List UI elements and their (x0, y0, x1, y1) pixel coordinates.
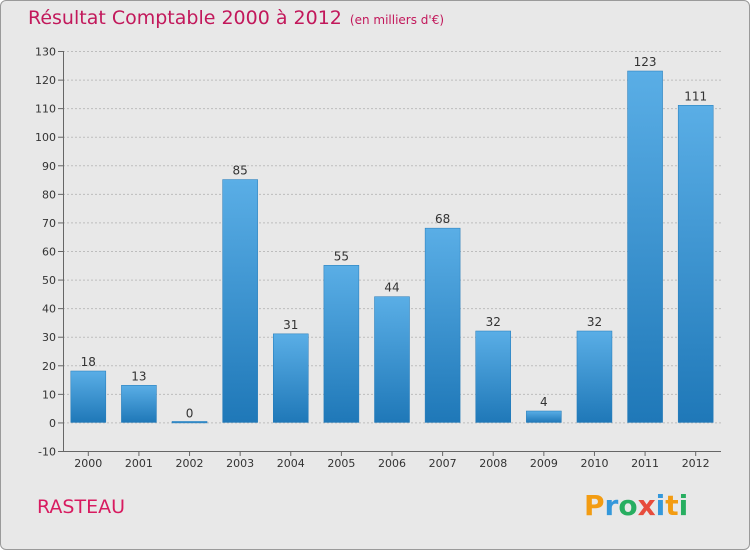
y-tick-label: 20 (42, 360, 56, 373)
y-tick-label: 80 (42, 188, 56, 201)
bar-2001 (121, 385, 156, 422)
bar-2005 (324, 265, 359, 422)
data-label-2008: 32 (486, 315, 501, 329)
bar-2000 (71, 371, 106, 422)
x-tick-label-2005: 2005 (327, 457, 355, 470)
x-tick-label-2003: 2003 (226, 457, 254, 470)
data-label-2001: 13 (131, 369, 146, 383)
y-tick-label: 50 (42, 274, 56, 287)
x-tick-label-2002: 2002 (176, 457, 204, 470)
y-tick-label: 120 (35, 74, 56, 87)
logo-letter: o (618, 489, 637, 522)
x-tick-label-2006: 2006 (378, 457, 406, 470)
x-tick-label-2001: 2001 (125, 457, 153, 470)
y-tick-label: 40 (42, 303, 56, 316)
proxiti-logo: Proxiti (584, 489, 688, 522)
chart-frame: Résultat Comptable 2000 à 2012 (en millie… (0, 0, 750, 550)
y-tick-label: -10 (38, 446, 56, 459)
data-label-2007: 68 (435, 212, 450, 226)
data-label-2004: 31 (283, 318, 298, 332)
data-label-2002: 0 (186, 406, 194, 420)
bar-2006 (375, 297, 410, 423)
data-label-2000: 18 (81, 355, 96, 369)
bar-chart: -1001020304050607080901001101201302000 20… (1, 1, 750, 550)
bar-2012 (678, 105, 713, 422)
x-tick-label-2007: 2007 (429, 457, 457, 470)
y-tick-label: 0 (49, 417, 56, 430)
data-label-2010: 32 (587, 315, 602, 329)
x-tick-label-2008: 2008 (479, 457, 507, 470)
x-tick-label-2012: 2012 (682, 457, 710, 470)
logo-letter: t (665, 489, 678, 522)
y-tick-label: 30 (42, 331, 56, 344)
y-tick-label: 10 (42, 388, 56, 401)
y-tick-label: 90 (42, 160, 56, 173)
bar-2002 (172, 421, 207, 423)
bar-2003 (223, 180, 258, 423)
y-tick-label: 100 (35, 131, 56, 144)
data-label-2011: 123 (634, 55, 657, 69)
logo-letter: r (605, 489, 619, 522)
x-tick-label-2011: 2011 (631, 457, 659, 470)
data-label-2005: 55 (334, 249, 349, 263)
bar-2011 (628, 71, 663, 422)
bar-2010 (577, 331, 612, 422)
data-label-2009: 4 (540, 395, 548, 409)
bar-2007 (425, 228, 460, 422)
x-tick-label-2010: 2010 (580, 457, 608, 470)
y-tick-label: 70 (42, 217, 56, 230)
x-tick-label-2009: 2009 (530, 457, 558, 470)
logo-letter: i (679, 489, 689, 522)
logo-letter: P (584, 489, 605, 522)
data-label-2006: 44 (384, 281, 399, 295)
x-tick-label-2004: 2004 (277, 457, 305, 470)
logo-letter: i (656, 489, 666, 522)
logo-letter: x (638, 489, 656, 522)
data-label-2012: 111 (684, 89, 707, 103)
bar-2008 (476, 331, 511, 422)
y-tick-label: 60 (42, 246, 56, 259)
bar-2004 (273, 334, 308, 423)
y-tick-label: 130 (35, 46, 56, 59)
y-tick-label: 110 (35, 103, 56, 116)
bar-2009 (526, 411, 561, 422)
data-label-2003: 85 (233, 164, 248, 178)
commune-name: RASTEAU (37, 496, 125, 518)
x-tick-label-2000: 2000 (74, 457, 102, 470)
